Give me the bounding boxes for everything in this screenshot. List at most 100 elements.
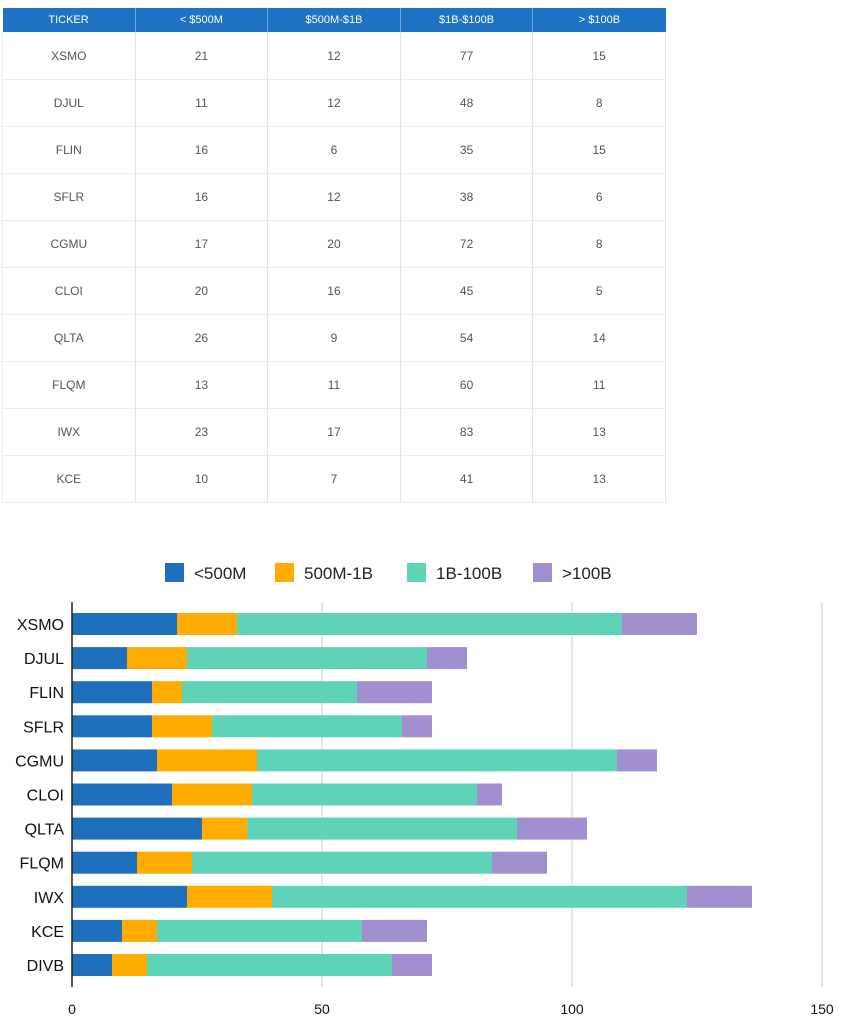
bar-segment <box>72 681 152 703</box>
table-row: CLOI 20 16 45 5 <box>3 268 666 315</box>
table-header-row: TICKER < $500M $500M-$1B $1B-$100B > $10… <box>3 8 666 32</box>
table-cell: 20 <box>135 268 268 315</box>
bar-segment <box>137 852 192 874</box>
category-label: CGMU <box>15 753 64 770</box>
table-cell: 15 <box>533 32 666 80</box>
bar-segment <box>147 954 392 976</box>
bar-segment <box>402 715 432 737</box>
table-cell: 12 <box>268 32 401 80</box>
bar-segment <box>187 647 427 669</box>
table-cell: 60 <box>400 362 533 409</box>
stacked-bar-chart: 0 50 100 150 XSMO DJUL FLIN SFLR CGMU CLOI QLTA FLQ… <box>0 550 842 1024</box>
table-cell: QLTA <box>3 315 136 362</box>
table-cell: SFLR <box>3 174 136 221</box>
legend-swatch <box>533 563 552 582</box>
table-cell: KCE <box>3 456 136 503</box>
table-cell: 15 <box>533 127 666 174</box>
table-cell: 9 <box>268 315 401 362</box>
category-label: QLTA <box>25 822 65 839</box>
x-tick-label: 50 <box>314 1001 330 1017</box>
header-under-500m: < $500M <box>135 8 268 32</box>
bar-segment <box>182 681 357 703</box>
bar-segment <box>687 886 752 908</box>
table-cell: FLIN <box>3 127 136 174</box>
bar-segment <box>127 647 187 669</box>
table-cell: IWX <box>3 409 136 456</box>
table-cell: CLOI <box>3 268 136 315</box>
category-label: DJUL <box>24 651 64 668</box>
legend-label: 500M-1B <box>304 564 373 583</box>
legend-swatch <box>407 563 426 582</box>
bar-segment <box>192 852 492 874</box>
bar-segment <box>72 715 152 737</box>
bar-segment <box>517 818 587 840</box>
table-row: CGMU 17 20 72 8 <box>3 221 666 268</box>
bar-segment <box>392 954 432 976</box>
bar-segment <box>122 920 157 942</box>
legend-label: >100B <box>562 564 612 583</box>
bar-segment <box>112 954 147 976</box>
table-row: FLQM 13 11 60 11 <box>3 362 666 409</box>
bar-segment <box>157 749 257 771</box>
category-label: IWX <box>34 890 65 907</box>
bar-segment <box>72 784 172 806</box>
category-label: DIVB <box>27 958 64 975</box>
legend-swatch <box>165 563 184 582</box>
table-cell: 12 <box>268 174 401 221</box>
table-cell: 8 <box>533 221 666 268</box>
bar-segment <box>427 647 467 669</box>
bar-segment <box>187 886 272 908</box>
table-cell: 54 <box>400 315 533 362</box>
table-cell: 26 <box>135 315 268 362</box>
category-label: FLQM <box>20 856 64 873</box>
bar-segment <box>357 681 432 703</box>
table-cell: 12 <box>268 80 401 127</box>
table-cell: 35 <box>400 127 533 174</box>
table-cell: 11 <box>533 362 666 409</box>
bar-segment <box>272 886 687 908</box>
table-cell: XSMO <box>3 32 136 80</box>
x-tick-label: 150 <box>810 1001 834 1017</box>
header-over-100b: > $100B <box>533 8 666 32</box>
table-row: FLIN 16 6 35 15 <box>3 127 666 174</box>
bar-segment <box>172 784 252 806</box>
bar-segment <box>72 613 177 635</box>
table-cell: 20 <box>268 221 401 268</box>
table-cell: FLQM <box>3 362 136 409</box>
table-cell: 45 <box>400 268 533 315</box>
table-cell: 6 <box>268 127 401 174</box>
table-cell: 38 <box>400 174 533 221</box>
bar-segment <box>72 954 112 976</box>
header-ticker: TICKER <box>3 8 136 32</box>
table-cell: 13 <box>135 362 268 409</box>
bar-segment <box>202 818 247 840</box>
category-label: CLOI <box>27 788 64 805</box>
category-label: XSMO <box>17 617 64 634</box>
table-cell: 13 <box>533 456 666 503</box>
table-row: QLTA 26 9 54 14 <box>3 315 666 362</box>
table-cell: 77 <box>400 32 533 80</box>
bar-segment <box>177 613 237 635</box>
category-label: FLIN <box>29 685 64 702</box>
table-cell: 6 <box>533 174 666 221</box>
bar-segment <box>212 715 402 737</box>
table-cell: 7 <box>268 456 401 503</box>
table-cell: DJUL <box>3 80 136 127</box>
legend-label: <500M <box>194 564 246 583</box>
bar-segment <box>152 715 212 737</box>
bar-segment <box>237 613 622 635</box>
bar-segment <box>72 886 187 908</box>
bar-segment <box>72 852 137 874</box>
table-cell: 5 <box>533 268 666 315</box>
bar-segment <box>72 647 127 669</box>
legend-label: 1B-100B <box>436 564 502 583</box>
x-tick-label: 0 <box>68 1001 76 1017</box>
bar-segment <box>362 920 427 942</box>
bar-segment <box>72 749 157 771</box>
table-cell: 41 <box>400 456 533 503</box>
table-row: SFLR 16 12 38 6 <box>3 174 666 221</box>
bar-segment <box>247 818 517 840</box>
category-label: KCE <box>31 924 64 941</box>
bar-segment <box>257 749 617 771</box>
table-row: KCE 10 7 41 13 <box>3 456 666 503</box>
